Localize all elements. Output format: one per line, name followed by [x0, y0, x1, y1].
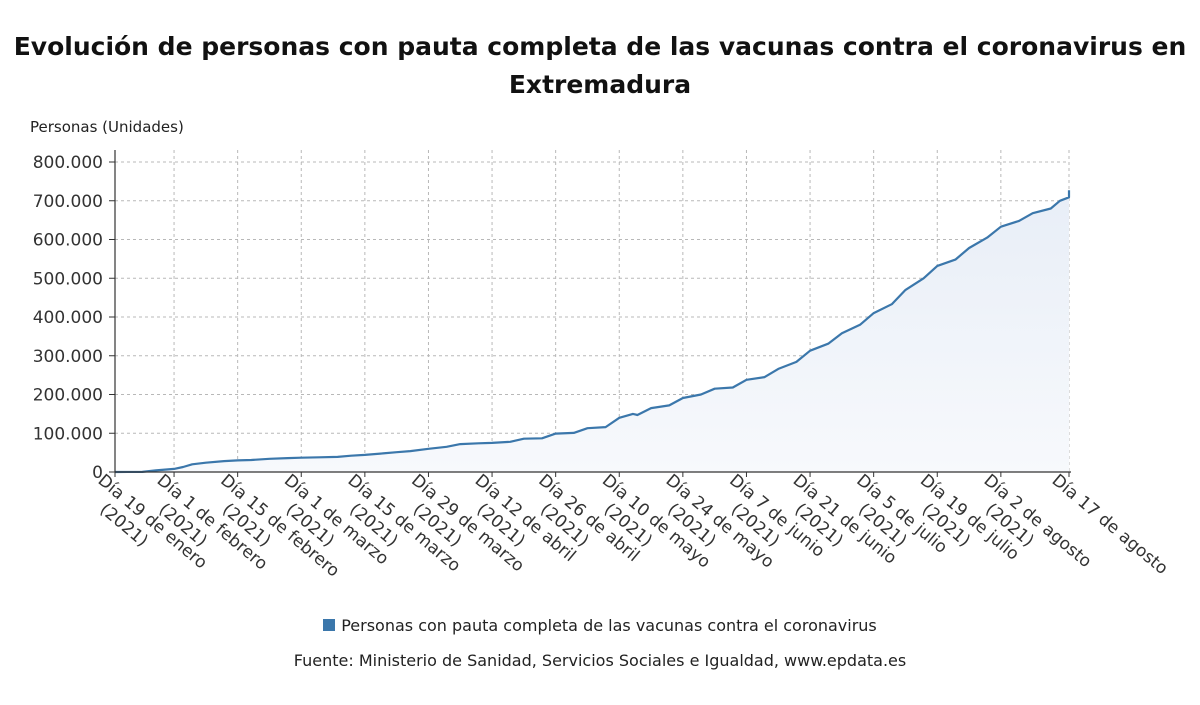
- y-tick-label: 700.000: [33, 192, 103, 212]
- chart-title-line-2: Extremadura: [508, 70, 692, 99]
- legend-swatch-icon: [323, 618, 336, 631]
- y-tick-label: 0: [92, 463, 103, 483]
- y-tick-label: 500.000: [33, 269, 103, 289]
- series-area-fill: [115, 190, 1069, 473]
- x-tick-label: Día 17 de agosto: [1048, 471, 1172, 579]
- series-line[interactable]: [114, 190, 1071, 474]
- area-chart: 0 100.000 200.000 300.000 400.000 500.000 600.…: [33, 150, 1172, 582]
- y-axis-label: Personas (Unidades): [30, 118, 184, 136]
- y-tick-label: 200.000: [33, 386, 103, 406]
- y-tick-label: 400.000: [33, 308, 103, 328]
- y-tick-label: 800.000: [33, 153, 103, 173]
- grid-lines: [115, 150, 1070, 472]
- y-tick-label: 600.000: [33, 231, 103, 251]
- x-tick-labels: Día 19 de enero(2021) Día 1 de febrero(20…: [94, 471, 1172, 582]
- source-note: Fuente: Ministerio de Sanidad, Servicios…: [293, 651, 907, 670]
- svg-text:Día 17 de agosto: Día 17 de agosto: [1048, 471, 1172, 579]
- y-tick-label: 300.000: [33, 347, 103, 367]
- axes: [109, 150, 1071, 477]
- chart-title-line-1: Evolución de personas con pauta completa…: [13, 32, 1187, 61]
- chart-title: Evolución de personas con pauta completa…: [0, 28, 1200, 104]
- y-tick-label: 100.000: [33, 424, 103, 444]
- y-tick-labels: 0 100.000 200.000 300.000 400.000 500.000 600.…: [33, 153, 103, 483]
- series-area: [114, 190, 1071, 474]
- legend-label: Personas con pauta completa de las vacun…: [341, 616, 877, 635]
- legend[interactable]: Personas con pauta completa de las vacun…: [0, 616, 1200, 635]
